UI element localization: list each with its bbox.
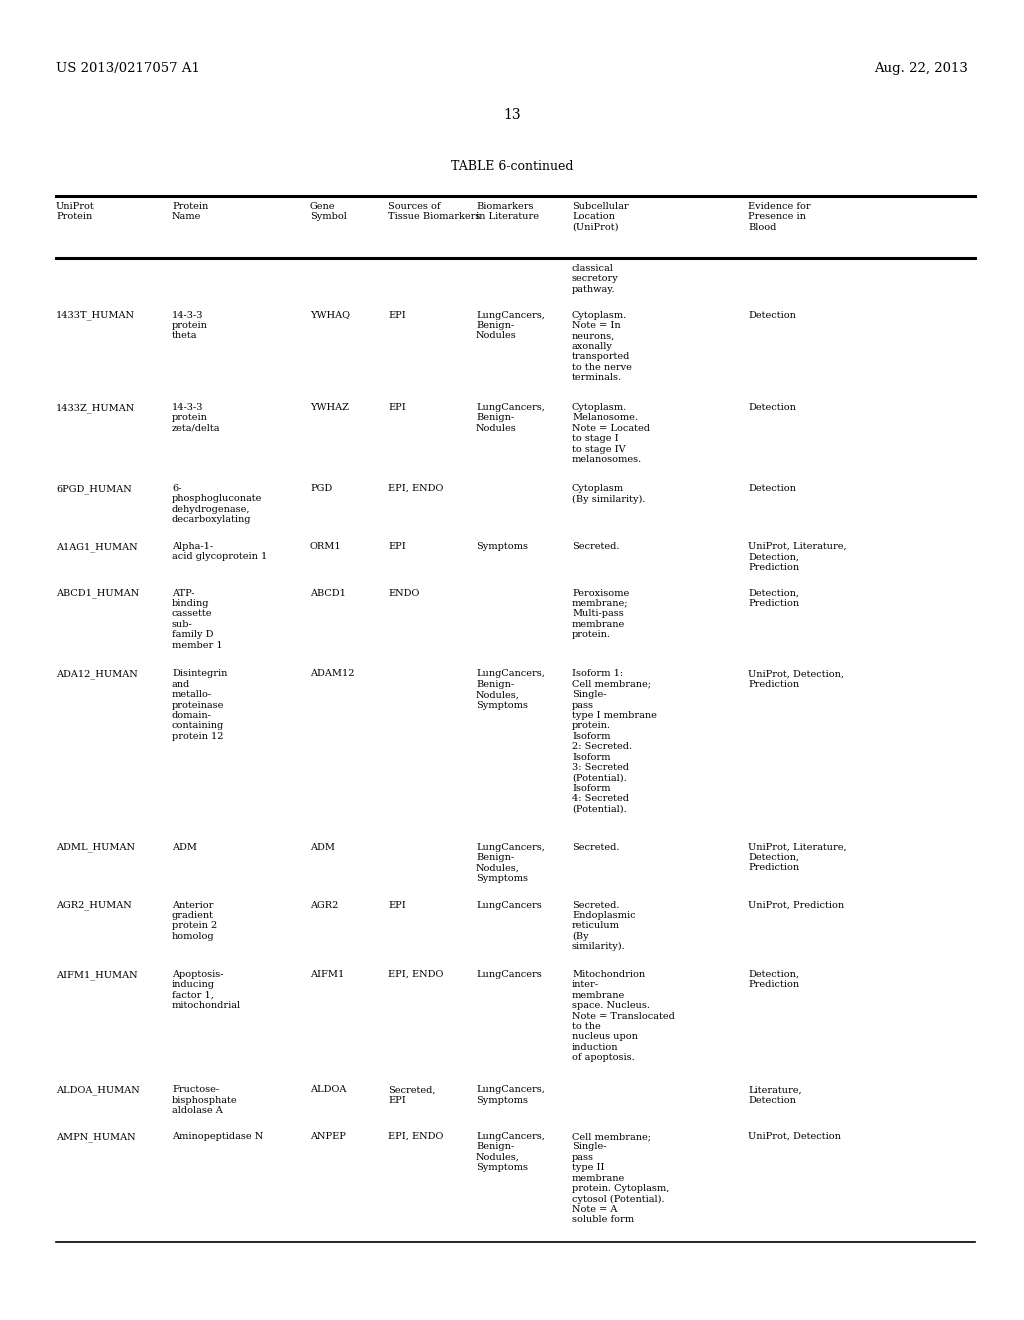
Text: EPI: EPI (388, 543, 406, 550)
Text: ATP-
binding
cassette
sub-
family D
member 1: ATP- binding cassette sub- family D memb… (172, 589, 222, 649)
Text: AGR2_HUMAN: AGR2_HUMAN (56, 900, 132, 911)
Text: ALDOA_HUMAN: ALDOA_HUMAN (56, 1085, 139, 1096)
Text: Detection: Detection (748, 484, 796, 492)
Text: LungCancers,
Symptoms: LungCancers, Symptoms (476, 1085, 545, 1105)
Text: Evidence for
Presence in
Blood: Evidence for Presence in Blood (748, 202, 811, 232)
Text: Sources of
Tissue Biomarkers: Sources of Tissue Biomarkers (388, 202, 480, 222)
Text: Cytoplasm
(By similarity).: Cytoplasm (By similarity). (572, 484, 645, 503)
Text: UniProt, Detection: UniProt, Detection (748, 1133, 841, 1140)
Text: US 2013/0217057 A1: US 2013/0217057 A1 (56, 62, 200, 75)
Text: Alpha-1-
acid glycoprotein 1: Alpha-1- acid glycoprotein 1 (172, 543, 267, 561)
Text: Peroxisome
membrane;
Multi-pass
membrane
protein.: Peroxisome membrane; Multi-pass membrane… (572, 589, 630, 639)
Text: LungCancers,
Benign-
Nodules,
Symptoms: LungCancers, Benign- Nodules, Symptoms (476, 842, 545, 883)
Text: Cytoplasm.
Melanosome.
Note = Located
to stage I
to stage IV
melanosomes.: Cytoplasm. Melanosome. Note = Located to… (572, 403, 650, 465)
Text: EPI: EPI (388, 403, 406, 412)
Text: LungCancers: LungCancers (476, 900, 542, 909)
Text: ADM: ADM (172, 842, 197, 851)
Text: ADML_HUMAN: ADML_HUMAN (56, 842, 135, 853)
Text: Detection,
Prediction: Detection, Prediction (748, 970, 799, 990)
Text: LungCancers,
Benign-
Nodules: LungCancers, Benign- Nodules (476, 403, 545, 433)
Text: 6-
phosphogluconate
dehydrogenase,
decarboxylating: 6- phosphogluconate dehydrogenase, decar… (172, 484, 262, 524)
Text: Secreted.: Secreted. (572, 842, 620, 851)
Text: 1433Z_HUMAN: 1433Z_HUMAN (56, 403, 135, 413)
Text: ADA12_HUMAN: ADA12_HUMAN (56, 669, 138, 680)
Text: Mitochondrion
inter-
membrane
space. Nucleus.
Note = Translocated
to the
nucleus: Mitochondrion inter- membrane space. Nuc… (572, 970, 675, 1063)
Text: Disintegrin
and
metallo-
proteinase
domain-
containing
protein 12: Disintegrin and metallo- proteinase doma… (172, 669, 227, 741)
Text: 1433T_HUMAN: 1433T_HUMAN (56, 310, 135, 321)
Text: YWHAZ: YWHAZ (310, 403, 349, 412)
Text: 14-3-3
protein
theta: 14-3-3 protein theta (172, 310, 208, 341)
Text: ABCD1: ABCD1 (310, 589, 346, 598)
Text: AIFM1_HUMAN: AIFM1_HUMAN (56, 970, 137, 979)
Text: UniProt, Literature,
Detection,
Prediction: UniProt, Literature, Detection, Predicti… (748, 543, 847, 572)
Text: Detection,
Prediction: Detection, Prediction (748, 589, 799, 609)
Text: LungCancers: LungCancers (476, 970, 542, 979)
Text: Literature,
Detection: Literature, Detection (748, 1085, 802, 1105)
Text: EPI, ENDO: EPI, ENDO (388, 1133, 443, 1140)
Text: UniProt, Prediction: UniProt, Prediction (748, 900, 844, 909)
Text: 13: 13 (503, 108, 521, 121)
Text: 6PGD_HUMAN: 6PGD_HUMAN (56, 484, 132, 494)
Text: EPI, ENDO: EPI, ENDO (388, 484, 443, 492)
Text: LungCancers,
Benign-
Nodules: LungCancers, Benign- Nodules (476, 310, 545, 341)
Text: Detection: Detection (748, 310, 796, 319)
Text: Secreted,
EPI: Secreted, EPI (388, 1085, 435, 1105)
Text: Aug. 22, 2013: Aug. 22, 2013 (874, 62, 968, 75)
Text: AIFM1: AIFM1 (310, 970, 344, 979)
Text: Anterior
gradient
protein 2
homolog: Anterior gradient protein 2 homolog (172, 900, 217, 941)
Text: Apoptosis-
inducing
factor 1,
mitochondrial: Apoptosis- inducing factor 1, mitochondr… (172, 970, 241, 1010)
Text: ORM1: ORM1 (310, 543, 342, 550)
Text: UniProt, Detection,
Prediction: UniProt, Detection, Prediction (748, 669, 844, 689)
Text: PGD: PGD (310, 484, 332, 492)
Text: A1AG1_HUMAN: A1AG1_HUMAN (56, 543, 137, 552)
Text: EPI: EPI (388, 900, 406, 909)
Text: UniProt, Literature,
Detection,
Prediction: UniProt, Literature, Detection, Predicti… (748, 842, 847, 873)
Text: ANPEP: ANPEP (310, 1133, 346, 1140)
Text: classical
secretory
pathway.: classical secretory pathway. (572, 264, 618, 294)
Text: Secreted.: Secreted. (572, 543, 620, 550)
Text: Fructose-
bisphosphate
aldolase A: Fructose- bisphosphate aldolase A (172, 1085, 238, 1115)
Text: Cell membrane;
Single-
pass
type II
membrane
protein. Cytoplasm,
cytosol (Potent: Cell membrane; Single- pass type II memb… (572, 1133, 670, 1225)
Text: ADM: ADM (310, 842, 335, 851)
Text: LungCancers,
Benign-
Nodules,
Symptoms: LungCancers, Benign- Nodules, Symptoms (476, 669, 545, 710)
Text: ABCD1_HUMAN: ABCD1_HUMAN (56, 589, 139, 598)
Text: Isoform 1:
Cell membrane;
Single-
pass
type I membrane
protein.
Isoform
2: Secre: Isoform 1: Cell membrane; Single- pass t… (572, 669, 656, 813)
Text: TABLE 6-continued: TABLE 6-continued (451, 160, 573, 173)
Text: Subcellular
Location
(UniProt): Subcellular Location (UniProt) (572, 202, 629, 232)
Text: Biomarkers
in Literature: Biomarkers in Literature (476, 202, 539, 222)
Text: YWHAQ: YWHAQ (310, 310, 350, 319)
Text: ENDO: ENDO (388, 589, 420, 598)
Text: Protein
Name: Protein Name (172, 202, 208, 222)
Text: UniProt
Protein: UniProt Protein (56, 202, 95, 222)
Text: Cytoplasm.
Note = In
neurons,
axonally
transported
to the nerve
terminals.: Cytoplasm. Note = In neurons, axonally t… (572, 310, 632, 381)
Text: 14-3-3
protein
zeta/delta: 14-3-3 protein zeta/delta (172, 403, 220, 433)
Text: ADAM12: ADAM12 (310, 669, 354, 678)
Text: Aminopeptidase N: Aminopeptidase N (172, 1133, 263, 1140)
Text: Detection: Detection (748, 403, 796, 412)
Text: EPI, ENDO: EPI, ENDO (388, 970, 443, 979)
Text: AGR2: AGR2 (310, 900, 338, 909)
Text: Symptoms: Symptoms (476, 543, 528, 550)
Text: Gene
Symbol: Gene Symbol (310, 202, 347, 222)
Text: ALDOA: ALDOA (310, 1085, 346, 1094)
Text: EPI: EPI (388, 310, 406, 319)
Text: LungCancers,
Benign-
Nodules,
Symptoms: LungCancers, Benign- Nodules, Symptoms (476, 1133, 545, 1172)
Text: AMPN_HUMAN: AMPN_HUMAN (56, 1133, 135, 1142)
Text: Secreted.
Endoplasmic
reticulum
(By
similarity).: Secreted. Endoplasmic reticulum (By simi… (572, 900, 636, 952)
